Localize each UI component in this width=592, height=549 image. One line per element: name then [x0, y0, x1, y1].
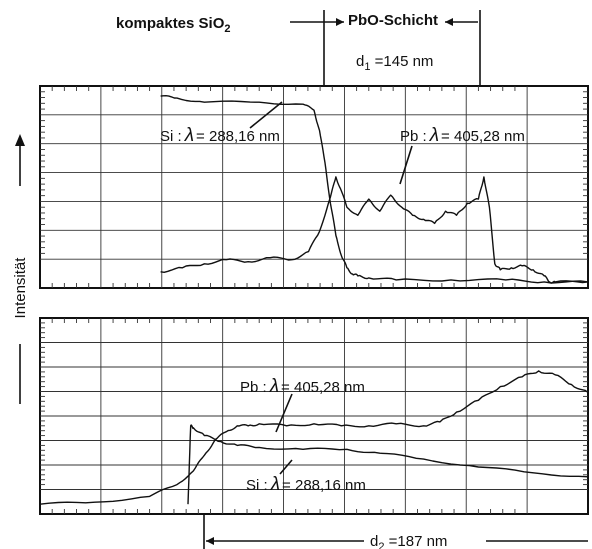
top-series-a-line [160, 95, 589, 284]
top-grid [40, 86, 588, 288]
d2-label: d2 =187 nm [370, 533, 447, 549]
top-si-label: Si : λ = 288,16 nm [160, 125, 280, 146]
top-pb-pointer [399, 145, 413, 185]
bottom-series-b-line [187, 424, 589, 505]
y-axis-label-group: Intensität [12, 134, 29, 404]
y-axis-label: Intensität [12, 257, 29, 319]
d2-dimension [203, 514, 588, 549]
bottom-panel [39, 317, 589, 515]
top-si-pointer [249, 101, 283, 129]
top-pb-label: Pb : λ = 405,28 nm [400, 125, 525, 146]
top-frame [39, 85, 589, 289]
top-header-label: kompaktes SiO2 [116, 15, 231, 35]
top-series-b-line [160, 176, 589, 284]
bottom-grid [40, 318, 588, 514]
bottom-pb-pointer [275, 393, 293, 433]
top-header-right-label: PbO-Schicht [348, 12, 438, 29]
bottom-si-label: Si : λ = 288,16 nm [246, 474, 366, 495]
bottom-pb-label: Pb : λ = 405,28 nm [240, 376, 365, 397]
d1-label: d1 =145 nm [356, 53, 433, 73]
bottom-si-pointer [279, 459, 293, 475]
bottom-series-a-line [39, 370, 589, 505]
header-arrows [290, 10, 481, 86]
top-panel [39, 85, 589, 289]
